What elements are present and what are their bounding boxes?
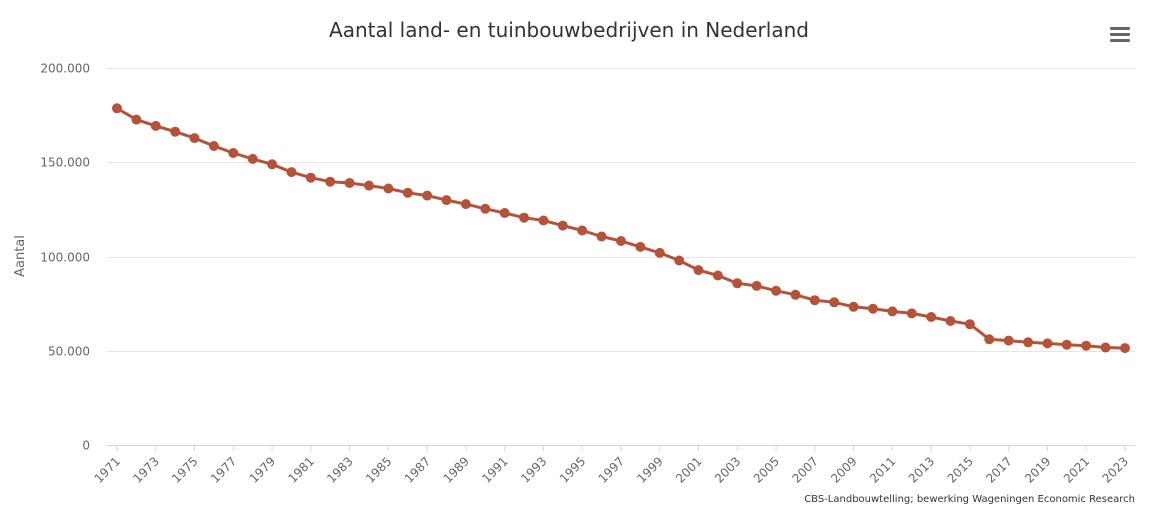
x-tick-label: 1997 — [596, 454, 627, 485]
data-point[interactable] — [945, 316, 956, 326]
data-point[interactable] — [829, 297, 840, 308]
data-point[interactable] — [480, 203, 491, 214]
data-point[interactable] — [150, 120, 161, 131]
data-point[interactable] — [1100, 342, 1111, 353]
data-point[interactable] — [906, 308, 917, 319]
x-tick-label: 1987 — [402, 454, 433, 485]
data-point[interactable] — [732, 278, 743, 289]
x-tick-label: 2023 — [1100, 454, 1131, 485]
data-point[interactable] — [1120, 343, 1130, 354]
data-point[interactable] — [868, 303, 878, 314]
x-tick-label: 1995 — [557, 454, 588, 485]
x-tick-label: 1981 — [285, 454, 316, 485]
data-point[interactable] — [422, 190, 433, 201]
data-point[interactable] — [848, 301, 859, 312]
x-tick-label: 2019 — [1022, 454, 1053, 485]
data-point[interactable] — [499, 208, 510, 218]
chart-credits[interactable]: CBS-Landbouwtelling; bewerking Wageninge… — [804, 494, 1135, 505]
data-point[interactable] — [693, 265, 704, 276]
data-point[interactable] — [538, 215, 549, 226]
data-point[interactable] — [170, 126, 181, 137]
y-axis-ticks: 0 50.000 100.000 150.000 200.000 — [40, 62, 90, 453]
data-point[interactable] — [964, 319, 975, 330]
y-tick-label: 100.000 — [40, 251, 90, 265]
x-tick-label: 1975 — [169, 454, 200, 485]
data-point[interactable] — [577, 225, 588, 236]
x-tick-label: 1977 — [208, 454, 239, 485]
data-point[interactable] — [635, 241, 646, 252]
chart-menu-button[interactable] — [1106, 18, 1134, 48]
data-point[interactable] — [771, 285, 782, 296]
x-tick-label: 1985 — [363, 454, 394, 485]
data-point[interactable] — [247, 153, 258, 164]
data-point[interactable] — [596, 231, 607, 242]
data-point[interactable] — [402, 187, 413, 198]
data-point[interactable] — [751, 280, 762, 291]
x-tick-label: 2015 — [945, 454, 976, 485]
y-tick-label: 200.000 — [40, 62, 90, 76]
x-axis-ticks: 1971 1973 1975 1977 1979 1981 1983 1985 1987 1989… — [92, 445, 1131, 486]
data-point[interactable] — [712, 270, 723, 281]
data-point[interactable] — [228, 148, 239, 158]
data-point[interactable] — [267, 159, 278, 170]
x-tick-label: 1973 — [130, 454, 161, 485]
data-point[interactable] — [208, 141, 219, 151]
x-tick-label: 1971 — [92, 454, 123, 485]
x-tick-label: 1979 — [247, 454, 278, 485]
data-point[interactable] — [674, 255, 685, 266]
data-point[interactable] — [460, 199, 471, 210]
series-line — [116, 107, 1126, 350]
data-point[interactable] — [557, 220, 568, 231]
data-point[interactable] — [926, 312, 937, 322]
x-tick-label: 2017 — [983, 454, 1014, 485]
data-point[interactable] — [325, 176, 336, 187]
data-point[interactable] — [1042, 338, 1053, 349]
data-point[interactable] — [1061, 339, 1072, 350]
data-point[interactable] — [383, 183, 394, 194]
x-tick-label: 2011 — [867, 454, 898, 485]
data-point[interactable] — [887, 306, 898, 317]
y-axis-title: Aantal — [13, 235, 28, 277]
data-point[interactable] — [654, 247, 665, 258]
data-point[interactable] — [189, 133, 200, 144]
data-point[interactable] — [519, 212, 530, 223]
x-tick-label: 2013 — [906, 454, 937, 485]
data-point[interactable] — [616, 236, 626, 246]
chart-title: Aantal land- en tuinbouwbedrijven in Ned… — [329, 18, 809, 42]
y-tick-label: 150.000 — [40, 156, 90, 170]
x-tick-label: 2007 — [789, 454, 820, 485]
data-point[interactable] — [286, 167, 297, 178]
series-points — [112, 103, 1130, 354]
data-point[interactable] — [305, 172, 316, 183]
data-point[interactable] — [1081, 340, 1092, 351]
data-point[interactable] — [1003, 335, 1014, 346]
data-point[interactable] — [809, 295, 820, 306]
data-point[interactable] — [790, 289, 801, 300]
x-tick-label: 1991 — [479, 454, 510, 485]
x-tick-label: 2003 — [712, 454, 743, 485]
data-point[interactable] — [364, 180, 374, 191]
x-tick-label: 2021 — [1061, 454, 1092, 485]
hamburger-menu-icon — [1110, 27, 1130, 42]
data-point[interactable] — [344, 178, 355, 188]
data-point[interactable] — [131, 114, 142, 125]
data-point[interactable] — [984, 334, 995, 345]
x-tick-label: 1989 — [441, 454, 472, 485]
x-tick-label: 1993 — [518, 454, 549, 485]
x-tick-label: 2009 — [828, 454, 859, 485]
y-tick-label: 50.000 — [48, 345, 90, 359]
data-point[interactable] — [441, 195, 452, 206]
x-tick-label: 1983 — [324, 454, 355, 485]
data-point[interactable] — [112, 103, 122, 114]
y-gridlines — [107, 68, 1135, 352]
data-point[interactable] — [1023, 337, 1034, 348]
x-tick-label: 2005 — [751, 454, 782, 485]
x-tick-label: 1999 — [634, 454, 665, 485]
y-tick-label: 0 — [82, 439, 90, 453]
x-tick-label: 2001 — [673, 454, 704, 485]
